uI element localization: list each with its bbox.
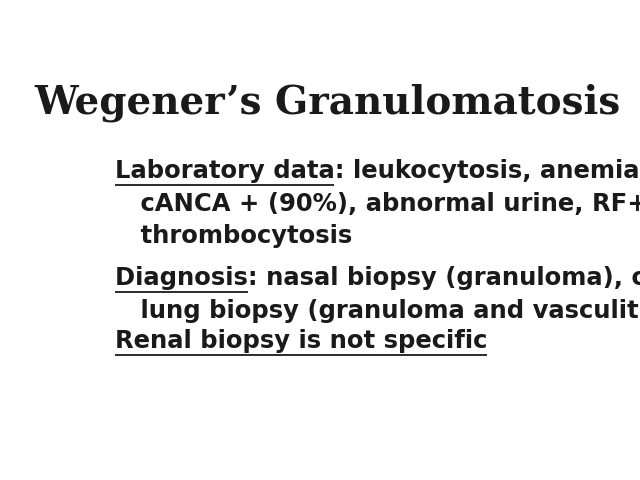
Text: Laboratory data: Laboratory data: [115, 159, 335, 183]
Text: Diagnosis: nasal biopsy (granuloma), open
   lung biopsy (granuloma and vasculit: Diagnosis: nasal biopsy (granuloma), ope…: [115, 266, 640, 323]
Text: Diagnosis: Diagnosis: [115, 266, 248, 290]
Text: Renal biopsy is not specific: Renal biopsy is not specific: [115, 329, 487, 353]
Text: Laboratory data: leukocytosis, anemia, ESR↑,
   cANCA + (90%), abnormal urine, R: Laboratory data: leukocytosis, anemia, E…: [115, 159, 640, 248]
Text: Wegener’s Granulomatosis: Wegener’s Granulomatosis: [35, 84, 621, 122]
Text: Renal biopsy is not specific: Renal biopsy is not specific: [115, 329, 487, 353]
